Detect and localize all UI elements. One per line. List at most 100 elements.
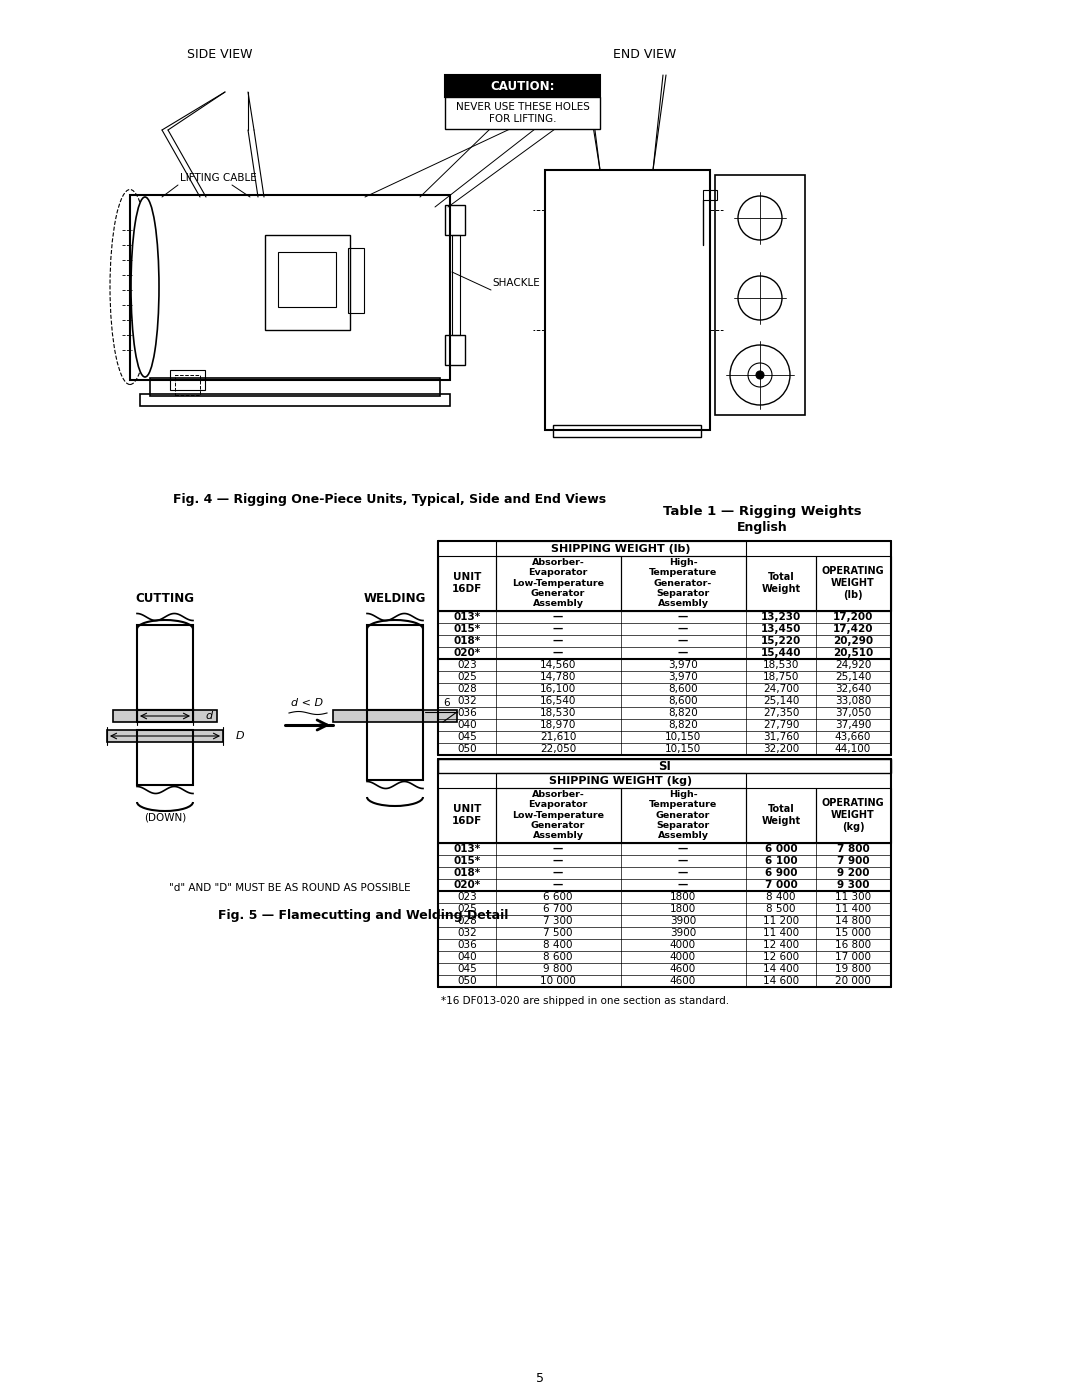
- Text: 15,220: 15,220: [761, 636, 801, 645]
- Text: 4000: 4000: [670, 951, 697, 963]
- Text: 31,760: 31,760: [762, 732, 799, 742]
- Text: 6 100: 6 100: [765, 856, 797, 866]
- Text: 045: 045: [457, 732, 477, 742]
- Text: 015*: 015*: [454, 624, 481, 634]
- Text: 023: 023: [457, 659, 477, 671]
- Text: 7 800: 7 800: [837, 844, 869, 854]
- Bar: [333, 710, 457, 722]
- Text: —: —: [553, 880, 563, 890]
- Text: UNIT
16DF: UNIT 16DF: [451, 805, 482, 826]
- Text: 1800: 1800: [670, 893, 697, 902]
- Bar: [170, 370, 205, 390]
- Text: —: —: [553, 844, 563, 854]
- Text: 5: 5: [536, 1372, 544, 1384]
- Bar: [445, 205, 465, 235]
- Text: —: —: [553, 856, 563, 866]
- Text: SHIPPING WEIGHT (kg): SHIPPING WEIGHT (kg): [550, 775, 692, 785]
- Bar: [715, 175, 805, 415]
- Bar: [816, 556, 891, 610]
- Bar: [496, 541, 746, 556]
- Bar: [453, 235, 460, 335]
- Text: 20,290: 20,290: [833, 636, 873, 645]
- Text: 013*: 013*: [454, 612, 481, 622]
- Text: 44,100: 44,100: [835, 745, 872, 754]
- Bar: [130, 196, 450, 380]
- Text: 032: 032: [457, 696, 477, 705]
- Text: 050: 050: [457, 977, 476, 986]
- Text: 6 900: 6 900: [765, 868, 797, 877]
- Bar: [496, 556, 621, 610]
- Text: 036: 036: [457, 708, 477, 718]
- Text: WELDING: WELDING: [364, 591, 427, 605]
- Text: 4000: 4000: [670, 940, 697, 950]
- Text: —: —: [553, 648, 563, 658]
- Text: 4600: 4600: [670, 964, 697, 974]
- Text: —: —: [678, 844, 688, 854]
- Bar: [816, 788, 891, 842]
- Text: 036: 036: [457, 940, 477, 950]
- Text: 1800: 1800: [670, 904, 697, 914]
- Text: 023: 023: [457, 893, 477, 902]
- Text: 15 000: 15 000: [835, 928, 870, 937]
- Text: 050: 050: [457, 745, 476, 754]
- Text: 8,600: 8,600: [669, 685, 698, 694]
- Text: —: —: [678, 624, 688, 634]
- Text: SI: SI: [658, 760, 671, 773]
- Text: 20,510: 20,510: [833, 648, 873, 658]
- Text: d: d: [205, 711, 213, 721]
- Text: 6 700: 6 700: [543, 904, 572, 914]
- Text: 3,970: 3,970: [669, 672, 698, 682]
- Text: "d" AND "D" MUST BE AS ROUND AS POSSIBLE: "d" AND "D" MUST BE AS ROUND AS POSSIBLE: [170, 883, 410, 893]
- Bar: [140, 394, 450, 407]
- Text: —: —: [553, 868, 563, 877]
- Text: 9 300: 9 300: [837, 880, 869, 890]
- Text: OPERATING
WEIGHT
(kg): OPERATING WEIGHT (kg): [822, 799, 885, 831]
- Text: 18,970: 18,970: [540, 719, 577, 731]
- Bar: [278, 251, 336, 307]
- Text: 11 400: 11 400: [762, 928, 799, 937]
- Text: 8 500: 8 500: [766, 904, 796, 914]
- Ellipse shape: [131, 197, 159, 377]
- Text: 040: 040: [457, 719, 476, 731]
- Text: 17,420: 17,420: [833, 624, 874, 634]
- Text: 43,660: 43,660: [835, 732, 872, 742]
- Bar: [553, 425, 701, 437]
- Text: 018*: 018*: [454, 868, 481, 877]
- Text: 11 300: 11 300: [835, 893, 872, 902]
- Bar: [445, 335, 465, 365]
- Text: 028: 028: [457, 685, 477, 694]
- Text: 8 600: 8 600: [543, 951, 572, 963]
- Text: 17 000: 17 000: [835, 951, 870, 963]
- Text: 21,610: 21,610: [540, 732, 577, 742]
- Text: 18,530: 18,530: [762, 659, 799, 671]
- Text: SIDE VIEW: SIDE VIEW: [187, 49, 253, 61]
- Bar: [545, 170, 710, 430]
- Text: 025: 025: [457, 904, 477, 914]
- Text: 24,700: 24,700: [762, 685, 799, 694]
- Text: 018*: 018*: [454, 636, 481, 645]
- Bar: [746, 556, 816, 610]
- Text: 11 400: 11 400: [835, 904, 872, 914]
- Bar: [438, 556, 496, 610]
- Text: —: —: [553, 636, 563, 645]
- Text: 8,820: 8,820: [669, 719, 698, 731]
- Circle shape: [756, 372, 764, 379]
- Text: 27,350: 27,350: [762, 708, 799, 718]
- Text: —: —: [678, 648, 688, 658]
- Text: —: —: [553, 624, 563, 634]
- Text: 17,200: 17,200: [833, 612, 874, 622]
- Bar: [445, 96, 600, 129]
- Text: 18,530: 18,530: [540, 708, 577, 718]
- Text: —: —: [678, 880, 688, 890]
- Bar: [107, 731, 222, 742]
- Text: High-
Temperature
Generator-
Separator
Assembly: High- Temperature Generator- Separator A…: [649, 557, 717, 608]
- Bar: [438, 759, 891, 773]
- Text: Fig. 4 — Rigging One-Piece Units, Typical, Side and End Views: Fig. 4 — Rigging One-Piece Units, Typica…: [174, 493, 607, 507]
- Text: (DOWN): (DOWN): [144, 813, 186, 823]
- Text: UNIT
16DF: UNIT 16DF: [451, 573, 482, 594]
- Text: 25,140: 25,140: [762, 696, 799, 705]
- Bar: [703, 190, 717, 200]
- Text: 32,640: 32,640: [835, 685, 872, 694]
- Text: 3900: 3900: [670, 916, 697, 926]
- Bar: [445, 75, 600, 96]
